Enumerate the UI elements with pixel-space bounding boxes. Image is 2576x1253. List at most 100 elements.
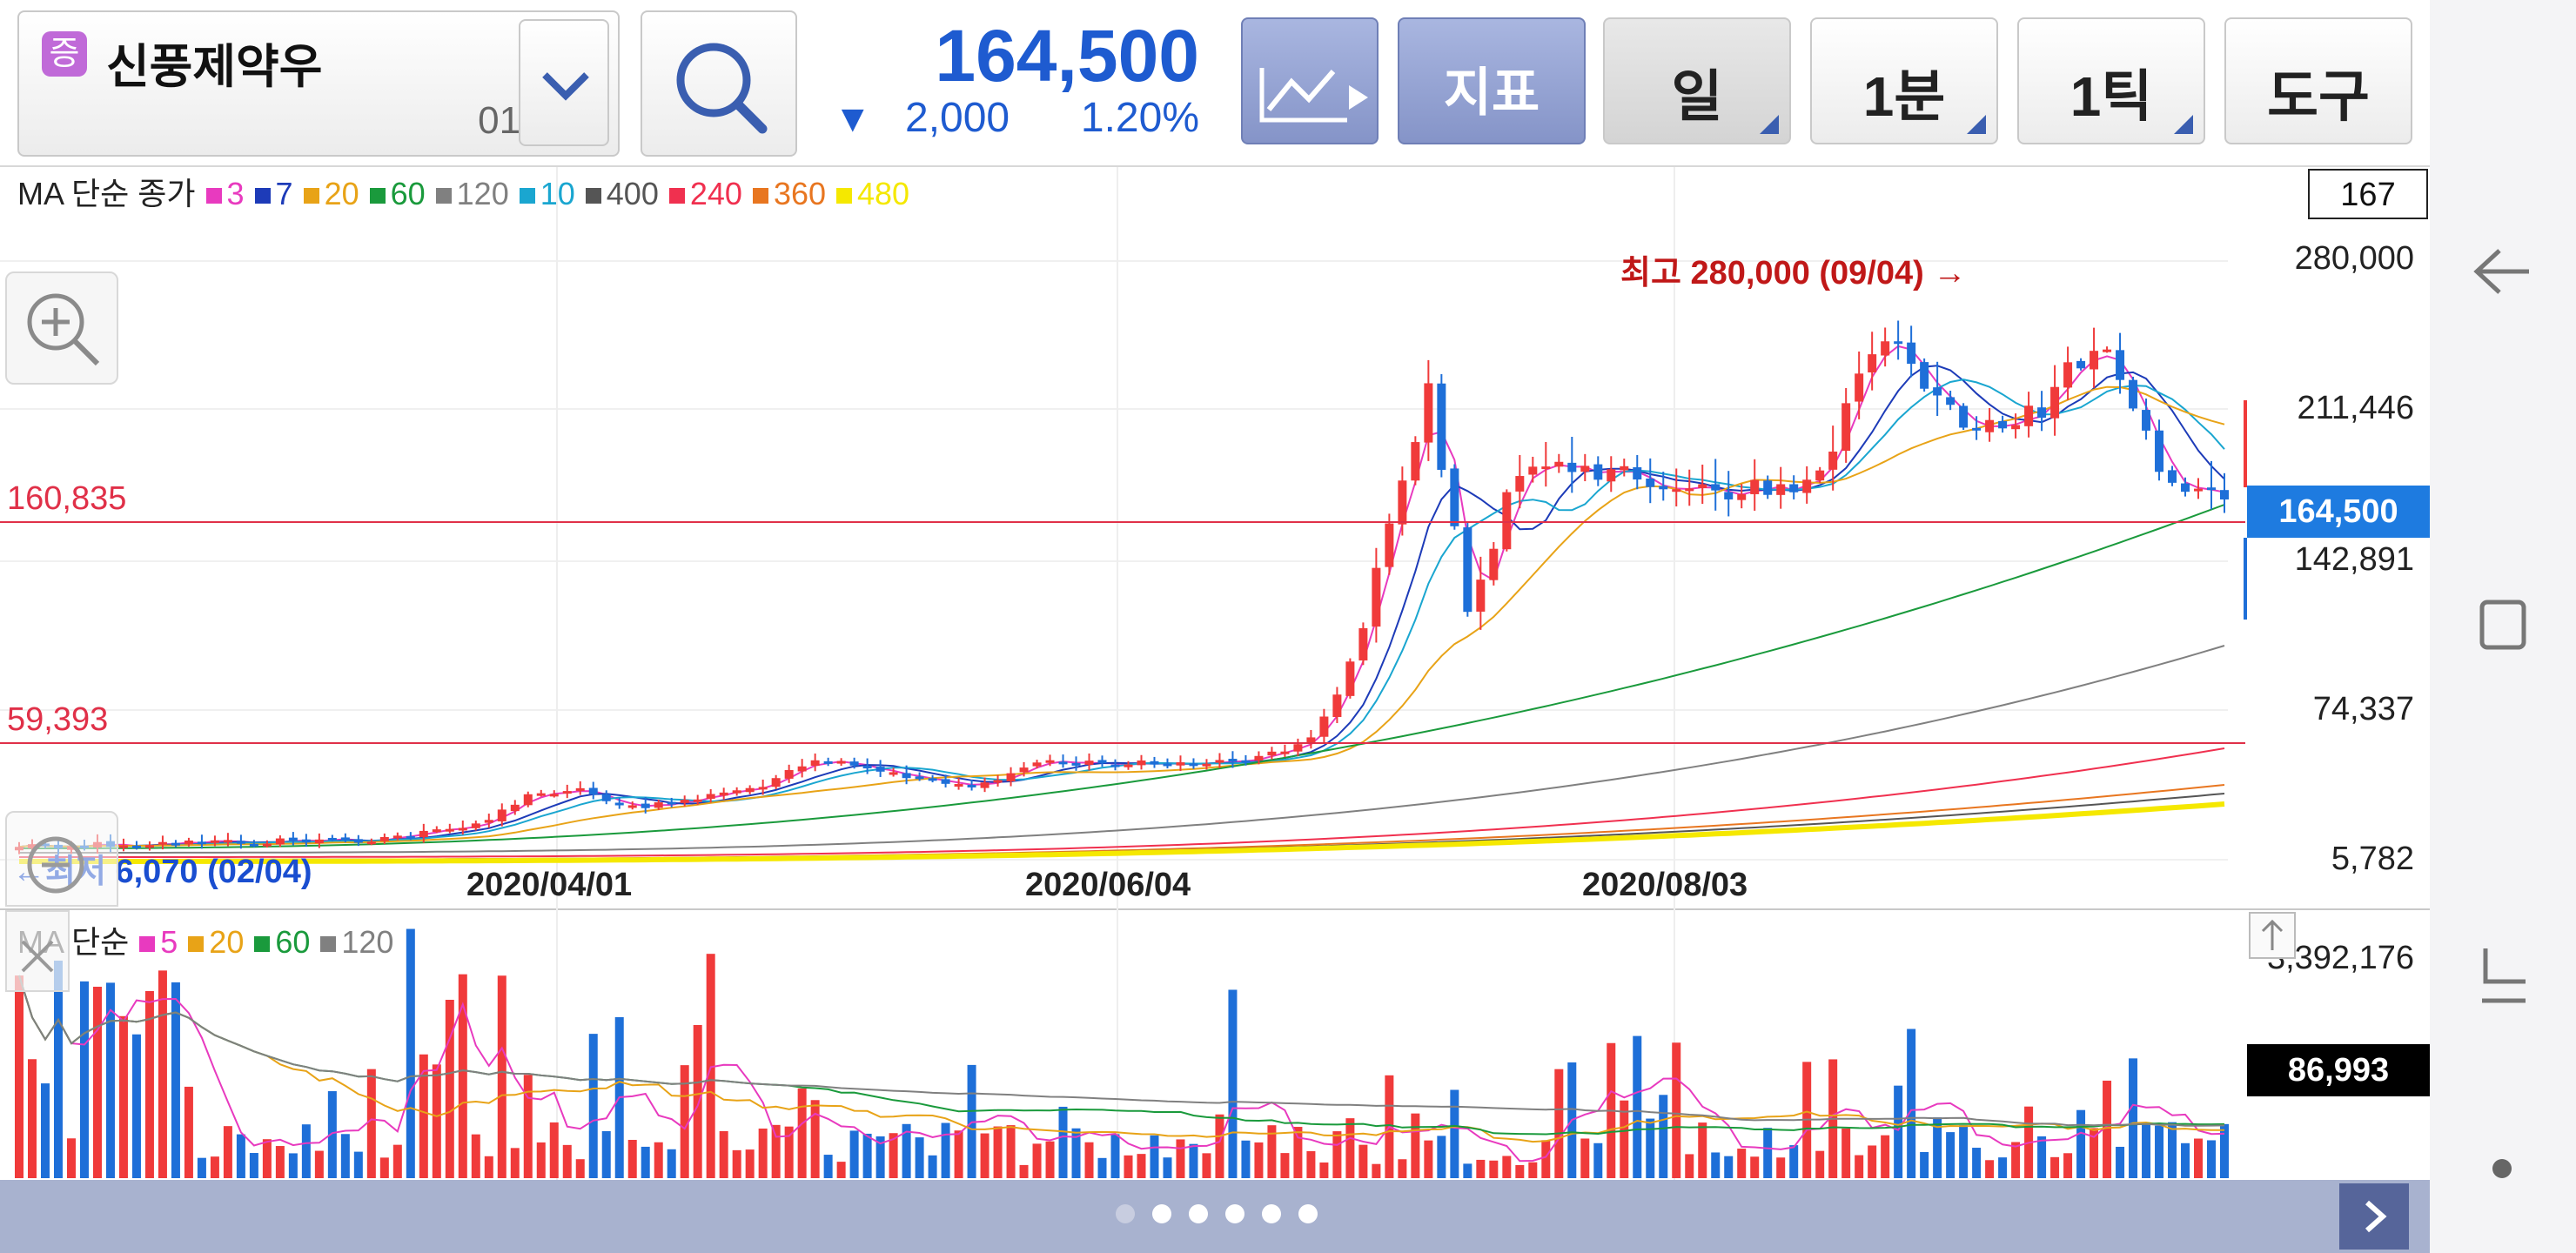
volume-bar <box>575 1159 585 1178</box>
volume-bar <box>1228 989 1238 1178</box>
candle-body <box>1933 387 1942 396</box>
candle-body <box>1567 462 1577 472</box>
price-ma-legend[interactable]: MA 단순 종가 3 7 20 60 120 10 400 240 360 480 <box>17 169 909 214</box>
price-tick-label: 74,337 <box>2312 691 2414 727</box>
volume-bar <box>588 1034 598 1178</box>
volume-bar <box>1907 1029 1916 1178</box>
page-dot[interactable] <box>1298 1204 1318 1223</box>
volume-bar <box>366 1069 376 1178</box>
volume-bar <box>1372 1163 1381 1178</box>
candle-body <box>771 778 781 787</box>
volume-bar <box>810 1100 820 1178</box>
corner-triangle-icon <box>1760 115 1779 134</box>
volume-bar <box>1593 1142 1603 1178</box>
page-dot[interactable] <box>1189 1204 1208 1223</box>
stock-dropdown-button[interactable] <box>519 19 609 146</box>
page-dot[interactable] <box>1152 1204 1171 1223</box>
close-indicator-button[interactable] <box>5 910 70 992</box>
scroll-top-button[interactable] <box>2249 912 2296 959</box>
volume-bar <box>1789 1145 1799 1178</box>
candle-body <box>1972 427 1982 431</box>
candle-body <box>419 830 428 838</box>
volume-bar <box>693 1025 702 1178</box>
volume-bar <box>915 1137 924 1178</box>
volume-legend-swatch <box>320 936 337 953</box>
next-page-button[interactable] <box>2339 1183 2409 1250</box>
page-dot[interactable] <box>1225 1204 1244 1223</box>
volume-bar <box>249 1153 258 1178</box>
search-button[interactable] <box>641 10 797 157</box>
candle-body <box>1437 383 1446 470</box>
volume-bar <box>406 928 415 1178</box>
page-dot[interactable] <box>1262 1204 1281 1223</box>
volume-bar <box>1450 1089 1459 1178</box>
volume-bar <box>627 1139 637 1178</box>
home-button[interactable] <box>2459 581 2546 668</box>
zoom-in-button[interactable] <box>5 271 118 385</box>
candle-body <box>497 809 506 821</box>
candle-body <box>601 794 611 801</box>
candle-body <box>379 836 389 841</box>
candle-body <box>184 841 193 845</box>
tick-label: 1틱 <box>2070 65 2153 128</box>
candlestick-chart[interactable] <box>0 0 2430 1180</box>
volume-bar <box>1946 1132 1955 1178</box>
candle-body <box>680 800 689 803</box>
indicator-button[interactable]: 지표 <box>1398 17 1586 144</box>
tools-button[interactable]: 도구 <box>2224 17 2412 144</box>
candle-body <box>1841 403 1851 452</box>
minute-button[interactable]: 1분 <box>1810 17 1998 144</box>
candle-body <box>1881 341 1890 356</box>
page-dot[interactable] <box>1116 1204 1135 1223</box>
price-legend-swatch <box>205 188 222 204</box>
price-legend-value: 3 <box>226 176 245 211</box>
candle-body <box>627 805 637 808</box>
volume-bar <box>2168 1122 2177 1178</box>
volume-bar <box>223 1126 232 1178</box>
candle-body <box>836 761 846 764</box>
volume-bar <box>379 1157 389 1178</box>
price-tick-label: 142,891 <box>2294 541 2414 578</box>
zoom-out-icon <box>27 836 84 894</box>
multitask-icon <box>2482 948 2526 1003</box>
volume-bar <box>2050 1156 2060 1178</box>
volume-bar <box>954 1130 963 1178</box>
candle-body <box>1189 763 1198 767</box>
volume-bar <box>2011 1142 2021 1178</box>
volume-ma-legend[interactable]: MA 단순 5 20 60 120 <box>17 917 393 962</box>
candle-body <box>1398 480 1407 525</box>
close-icon <box>21 940 54 973</box>
volume-bar <box>889 1133 898 1178</box>
period-button[interactable]: 일 <box>1603 17 1791 144</box>
candle-body <box>1280 751 1290 754</box>
candle-body <box>392 835 402 839</box>
candle-body <box>1724 492 1734 499</box>
candle-body <box>2207 487 2217 491</box>
recents-button[interactable] <box>2459 931 2546 1018</box>
back-button[interactable] <box>2459 228 2546 315</box>
volume-bar <box>2155 1125 2164 1178</box>
tick-button[interactable]: 1틱 <box>2017 17 2205 144</box>
volume-bar <box>1998 1157 2008 1178</box>
volume-bar <box>79 981 89 1178</box>
candle-body <box>562 791 572 794</box>
candle-body <box>1607 469 1616 482</box>
candle-body <box>928 778 937 781</box>
vol-ma120-line <box>18 975 2225 1127</box>
ma360-line <box>19 784 2225 861</box>
candle-body <box>2181 483 2190 492</box>
candle-body <box>588 787 598 794</box>
candle-body <box>1450 468 1459 526</box>
volume-bar <box>197 1157 206 1178</box>
volume-bar <box>1815 1150 1825 1178</box>
vol-ma5-line <box>18 975 2225 1163</box>
volume-bar <box>549 1122 559 1178</box>
ma60-line <box>19 504 2225 849</box>
chart-type-button[interactable] <box>1241 17 1379 144</box>
volume-bar <box>353 1151 363 1178</box>
chevron-down-icon <box>542 72 589 101</box>
volume-bar <box>1920 1151 1929 1178</box>
ma240-line <box>19 747 2225 858</box>
volume-bar <box>1293 1127 1303 1178</box>
zoom-out-button[interactable] <box>5 811 118 907</box>
